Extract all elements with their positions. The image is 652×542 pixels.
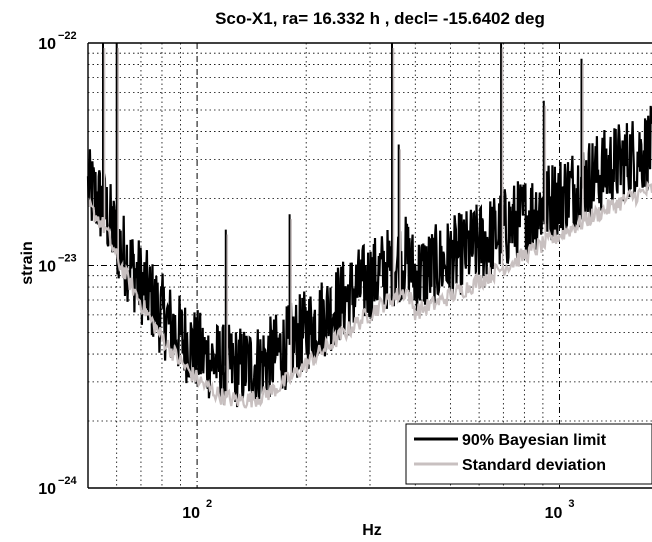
y-tick-exponent: −23: [58, 253, 77, 265]
y-axis-label: strain: [19, 241, 36, 285]
x-axis-label: Hz: [362, 522, 382, 539]
y-tick-label: 10: [38, 36, 56, 53]
chart-title: Sco-X1, ra= 16.332 h , decl= -15.6402 de…: [215, 9, 545, 28]
legend-label-stddev: Standard deviation: [462, 457, 606, 474]
x-tick-exponent: 2: [206, 498, 212, 510]
y-tick-label: 10: [38, 259, 56, 276]
y-tick-exponent: −22: [58, 30, 77, 42]
x-tick-exponent: 3: [568, 498, 574, 510]
x-tick-label: 10: [545, 505, 563, 522]
legend: 90% Bayesian limit Standard deviation: [406, 424, 652, 484]
x-tick-label: 10: [182, 505, 200, 522]
legend-label-bayesian: 90% Bayesian limit: [462, 432, 607, 449]
y-tick-exponent: −24: [58, 475, 78, 487]
y-tick-label: 10: [38, 481, 56, 498]
